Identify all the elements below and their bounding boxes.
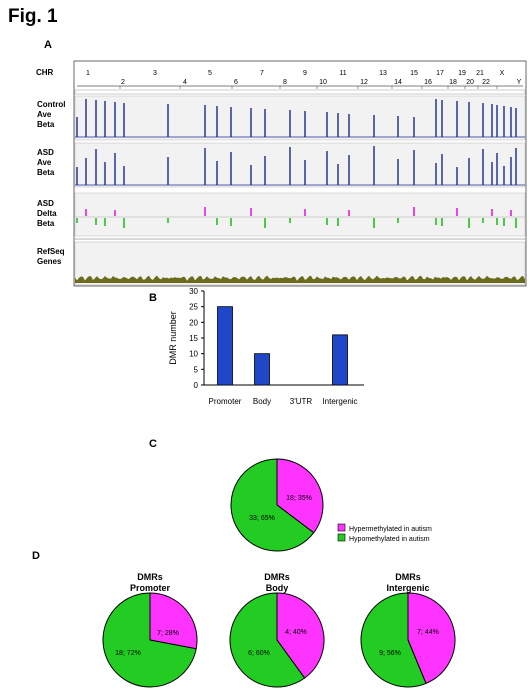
chromosome-label: 14 <box>394 79 402 86</box>
control-track-bg <box>74 95 526 141</box>
slice-label: 9; 56% <box>379 650 401 657</box>
slice-label: 6; 60% <box>248 650 270 657</box>
pie-title: Intergenic <box>386 583 429 593</box>
pie-title: DMRs <box>137 572 163 582</box>
dmr-bar-chart: 0 5 10 15 20 25 30 DMR number Promoter Body 3'UTR I… <box>168 287 364 406</box>
track-label: Ave <box>37 158 52 167</box>
chromosome-label: 11 <box>339 70 346 77</box>
y-tick-label: 15 <box>189 334 198 343</box>
chromosome-label: 21 <box>476 70 484 77</box>
bar <box>217 306 233 386</box>
chromosome-label: 9 <box>303 70 307 77</box>
category-label: Promoter <box>209 397 242 406</box>
y-tick-label: 10 <box>189 350 198 359</box>
legend-label: Hypomethylated in autism <box>349 536 430 543</box>
track-label: RefSeq <box>37 247 65 256</box>
slice-label: 7; 44% <box>417 629 439 636</box>
track-label: Control <box>37 100 65 109</box>
legend-label: Hypermethylated in autism <box>349 526 432 533</box>
panel-a-label: A <box>44 39 52 51</box>
pie-title: Body <box>266 583 289 593</box>
chromosome-label: 20 <box>466 79 474 86</box>
slice-label: 7; 28% <box>157 630 179 637</box>
chromosome-label: 16 <box>424 79 432 86</box>
chromosome-label: 17 <box>436 70 444 77</box>
y-tick-label: 20 <box>189 318 198 327</box>
track-label: ASD <box>37 199 54 208</box>
y-tick-label: 0 <box>194 381 199 390</box>
hyper-slice <box>407 592 456 685</box>
chromosome-label: 1 <box>86 70 90 77</box>
genome-browser-panel: CHR 1 3 5 7 9 11 13 15 17 19 21 X2 4 6 8 10 12 14 16 18 20 22 Y… <box>36 60 527 287</box>
figure-title: Fig. 1 <box>8 6 58 27</box>
chromosome-label: 18 <box>449 79 457 86</box>
track-label: Beta <box>37 120 55 129</box>
hypo-slice <box>230 458 315 552</box>
chromosome-label: 7 <box>260 70 264 77</box>
chromosome-label: 8 <box>283 79 287 86</box>
asd-track-bg <box>74 142 526 188</box>
legend-swatch <box>337 533 346 542</box>
chromosome-label: 2 <box>121 79 125 86</box>
legend-swatch <box>337 523 346 532</box>
pie-title: DMRs <box>264 572 290 582</box>
panel-b-label: B <box>149 292 157 304</box>
y-axis-title: DMR number <box>168 311 178 365</box>
chromosome-label: 13 <box>379 70 387 77</box>
track-label: Genes <box>37 257 62 266</box>
hyper-slice <box>149 592 198 650</box>
chromosome-label: 6 <box>234 79 238 86</box>
chromosome-label: 4 <box>183 79 187 86</box>
y-tick-label: 30 <box>189 287 198 296</box>
bar <box>254 353 270 386</box>
chromosome-label: 22 <box>482 79 490 86</box>
y-tick-label: 5 <box>194 365 199 374</box>
chromosome-label: 5 <box>208 70 212 77</box>
chromosome-label: 10 <box>319 79 327 86</box>
track-label: Beta <box>37 219 55 228</box>
panel-c-label: C <box>149 438 157 450</box>
hypo-slice <box>360 592 427 688</box>
chromosome-label: 3 <box>153 70 157 77</box>
pie-title: Promoter <box>130 583 171 593</box>
refseq-gene-density <box>75 275 525 283</box>
chromosome-label: 12 <box>360 79 368 86</box>
ideogram-strip <box>74 89 526 95</box>
chromosome-label: Y <box>517 79 522 86</box>
panel-d-label: D <box>32 550 40 562</box>
delta-track-bg <box>74 192 526 237</box>
pie-title: DMRs <box>395 572 421 582</box>
slice-label: 18; 72% <box>115 650 141 657</box>
hyper-slice <box>276 592 325 679</box>
y-tick-label: 25 <box>189 303 198 312</box>
slice-label: 18; 35% <box>286 495 312 502</box>
chromosome-label: 15 <box>410 70 418 77</box>
hypo-slice <box>229 592 306 688</box>
bar <box>332 334 348 386</box>
chromosome-axis-label: CHR <box>36 68 54 77</box>
slice-label: 33; 65% <box>249 515 275 522</box>
hypo-slice <box>102 592 197 688</box>
track-label: Delta <box>37 209 57 218</box>
category-label: Intergenic <box>322 397 357 406</box>
chromosome-label: 19 <box>458 70 466 77</box>
track-label: Beta <box>37 168 55 177</box>
hyper-slice <box>276 458 324 534</box>
track-label: Ave <box>37 110 52 119</box>
track-label: ASD <box>37 148 54 157</box>
slice-label: 4; 40% <box>285 629 307 636</box>
chromosome-label: X <box>500 70 505 77</box>
category-label: 3'UTR <box>290 397 313 406</box>
category-label: Body <box>253 397 271 406</box>
